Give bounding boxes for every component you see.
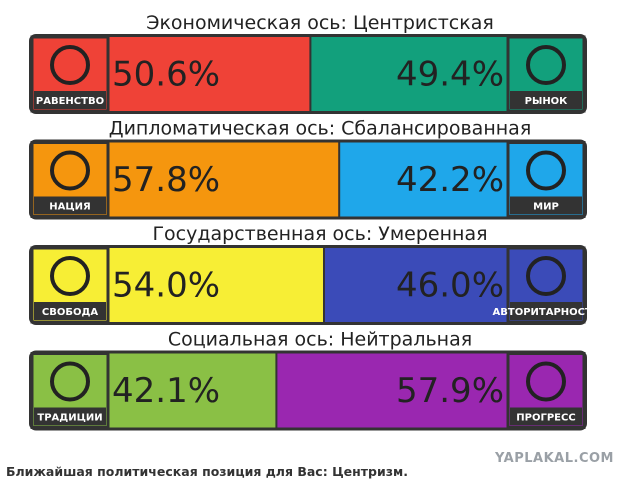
left-bar — [108, 37, 311, 111]
left-icon — [50, 45, 90, 85]
left-bar — [108, 142, 340, 217]
axis-title: Государственная ось: Умеренная — [152, 223, 487, 245]
left-icon-label: РАВЕНСТВО — [36, 96, 104, 107]
right-icon-label: АВТОРИТАРНОСТЬ — [493, 307, 600, 318]
right-bar — [339, 142, 508, 217]
right-label-band — [510, 407, 582, 426]
right-bar — [276, 353, 508, 428]
right-icon — [526, 45, 566, 85]
left-bar — [108, 353, 277, 428]
right-bar — [310, 37, 508, 111]
left-icon — [50, 256, 90, 296]
left-percent: 57.8% — [112, 160, 220, 200]
left-percent: 54.0% — [112, 266, 220, 306]
left-icon — [50, 361, 90, 402]
left-bar — [108, 248, 324, 322]
watermark: YAPLAKAL.COM — [494, 451, 614, 466]
footer-text: Ближайшая политическая позиция для Вас: … — [6, 464, 408, 479]
left-percent: 50.6% — [112, 55, 220, 95]
axis-title: Дипломатическая ось: Сбалансированная — [109, 118, 532, 140]
axis-title: Экономическая ось: Центристская — [146, 12, 494, 34]
right-percent: 49.4% — [396, 55, 504, 95]
right-percent: 46.0% — [396, 266, 504, 306]
axis-title: Социальная ось: Нейтральная — [168, 329, 472, 351]
right-label-band — [510, 196, 582, 215]
left-icon-label: ТРАДИЦИИ — [37, 413, 102, 424]
right-icon — [526, 150, 566, 191]
left-percent: 42.1% — [112, 371, 220, 411]
left-label-band — [34, 302, 106, 320]
right-percent: 42.2% — [396, 160, 504, 200]
right-icon — [526, 361, 566, 402]
left-icon — [50, 150, 90, 191]
right-icon-label: ПРОГРЕСС — [516, 413, 575, 424]
right-percent: 57.9% — [396, 371, 504, 411]
right-icon — [526, 256, 566, 296]
right-label-band — [510, 91, 582, 109]
left-icon-label: СВОБОДА — [42, 307, 98, 318]
right-icon-label: РЫНОК — [525, 96, 569, 107]
right-icon-label: МИР — [533, 202, 559, 213]
right-label-band — [510, 302, 582, 320]
right-bar — [324, 248, 508, 322]
left-icon-label: НАЦИЯ — [49, 202, 90, 213]
left-label-band — [34, 407, 106, 426]
left-label-band — [34, 91, 106, 109]
left-label-band — [34, 196, 106, 215]
